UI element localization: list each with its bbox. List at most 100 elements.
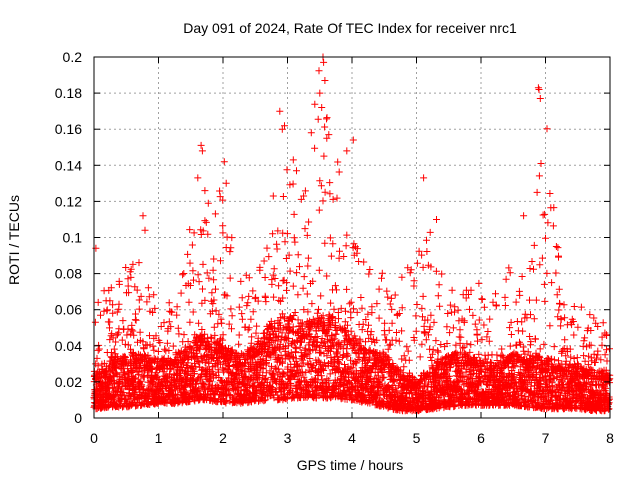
data-point xyxy=(168,308,176,316)
data-point xyxy=(315,305,322,313)
data-point xyxy=(330,305,338,313)
data-point xyxy=(106,324,113,332)
data-point xyxy=(177,289,185,297)
data-point xyxy=(261,274,269,281)
data-point xyxy=(294,251,302,259)
data-point xyxy=(570,355,578,362)
data-point xyxy=(144,368,152,376)
data-point xyxy=(227,244,235,252)
data-point xyxy=(381,331,389,339)
data-point xyxy=(540,280,548,288)
data-point xyxy=(301,225,309,233)
data-point xyxy=(378,269,386,277)
data-point xyxy=(199,260,207,268)
data-point xyxy=(473,330,481,338)
data-point xyxy=(182,389,190,397)
data-point xyxy=(449,324,457,332)
data-point xyxy=(321,123,329,131)
data-point xyxy=(273,245,281,253)
data-point xyxy=(227,347,235,355)
data-point xyxy=(279,193,287,200)
data-point xyxy=(434,347,442,355)
data-point xyxy=(507,331,515,338)
data-point xyxy=(381,319,389,327)
data-point xyxy=(536,261,544,269)
data-point xyxy=(550,343,558,351)
data-point xyxy=(112,338,120,346)
data-point xyxy=(506,342,514,350)
data-point xyxy=(393,329,400,336)
data-point xyxy=(454,306,462,314)
data-point xyxy=(171,400,179,408)
data-point xyxy=(416,353,424,361)
data-point xyxy=(466,305,473,313)
data-point xyxy=(568,321,576,329)
data-point xyxy=(289,180,297,188)
data-point xyxy=(480,303,488,311)
data-point xyxy=(327,299,335,307)
data-point xyxy=(308,300,316,308)
data-point xyxy=(321,188,329,196)
data-point xyxy=(544,219,552,227)
data-point xyxy=(208,289,216,297)
data-point xyxy=(167,323,175,331)
data-point xyxy=(519,327,527,335)
data-point xyxy=(129,260,137,268)
data-point xyxy=(291,238,299,246)
data-point xyxy=(219,229,227,237)
data-point xyxy=(175,330,183,338)
data-point xyxy=(225,387,233,395)
data-point xyxy=(199,227,207,235)
data-point xyxy=(452,341,460,349)
data-point xyxy=(446,301,454,309)
data-point xyxy=(180,331,188,339)
data-point xyxy=(249,308,257,316)
data-point xyxy=(426,228,434,236)
data-point xyxy=(535,172,543,180)
data-point xyxy=(206,378,214,386)
data-point xyxy=(261,375,269,382)
data-point xyxy=(225,391,233,399)
data-point xyxy=(229,368,237,376)
data-point xyxy=(156,339,164,347)
data-point xyxy=(129,327,137,335)
data-point xyxy=(201,296,209,304)
data-point xyxy=(124,341,132,349)
data-point xyxy=(152,332,160,340)
data-point xyxy=(227,305,235,313)
data-point xyxy=(185,298,193,306)
data-point xyxy=(281,238,289,246)
data-point xyxy=(115,300,123,308)
data-point xyxy=(311,144,319,152)
data-point xyxy=(203,352,211,360)
data-point xyxy=(205,359,213,367)
data-point xyxy=(383,287,391,295)
data-point xyxy=(119,317,127,325)
data-point xyxy=(386,300,394,308)
data-point xyxy=(320,152,328,160)
data-point xyxy=(554,244,562,252)
data-point xyxy=(301,187,309,195)
data-point xyxy=(292,345,300,353)
data-point xyxy=(124,275,132,283)
data-point xyxy=(456,326,464,334)
data-point xyxy=(305,218,313,226)
data-point xyxy=(357,294,365,301)
data-point xyxy=(146,332,153,340)
data-point xyxy=(432,337,440,345)
data-point xyxy=(283,166,291,174)
data-point xyxy=(217,257,224,265)
data-point xyxy=(283,286,290,294)
data-point xyxy=(268,280,276,288)
data-point xyxy=(555,306,563,314)
data-point xyxy=(567,353,575,361)
data-point xyxy=(327,252,335,260)
data-point xyxy=(335,168,343,176)
data-point xyxy=(412,327,420,335)
data-point xyxy=(140,373,148,381)
data-point xyxy=(260,257,268,265)
data-point xyxy=(103,306,111,314)
data-point xyxy=(124,282,132,290)
data-point xyxy=(226,248,234,256)
data-point xyxy=(405,356,413,364)
